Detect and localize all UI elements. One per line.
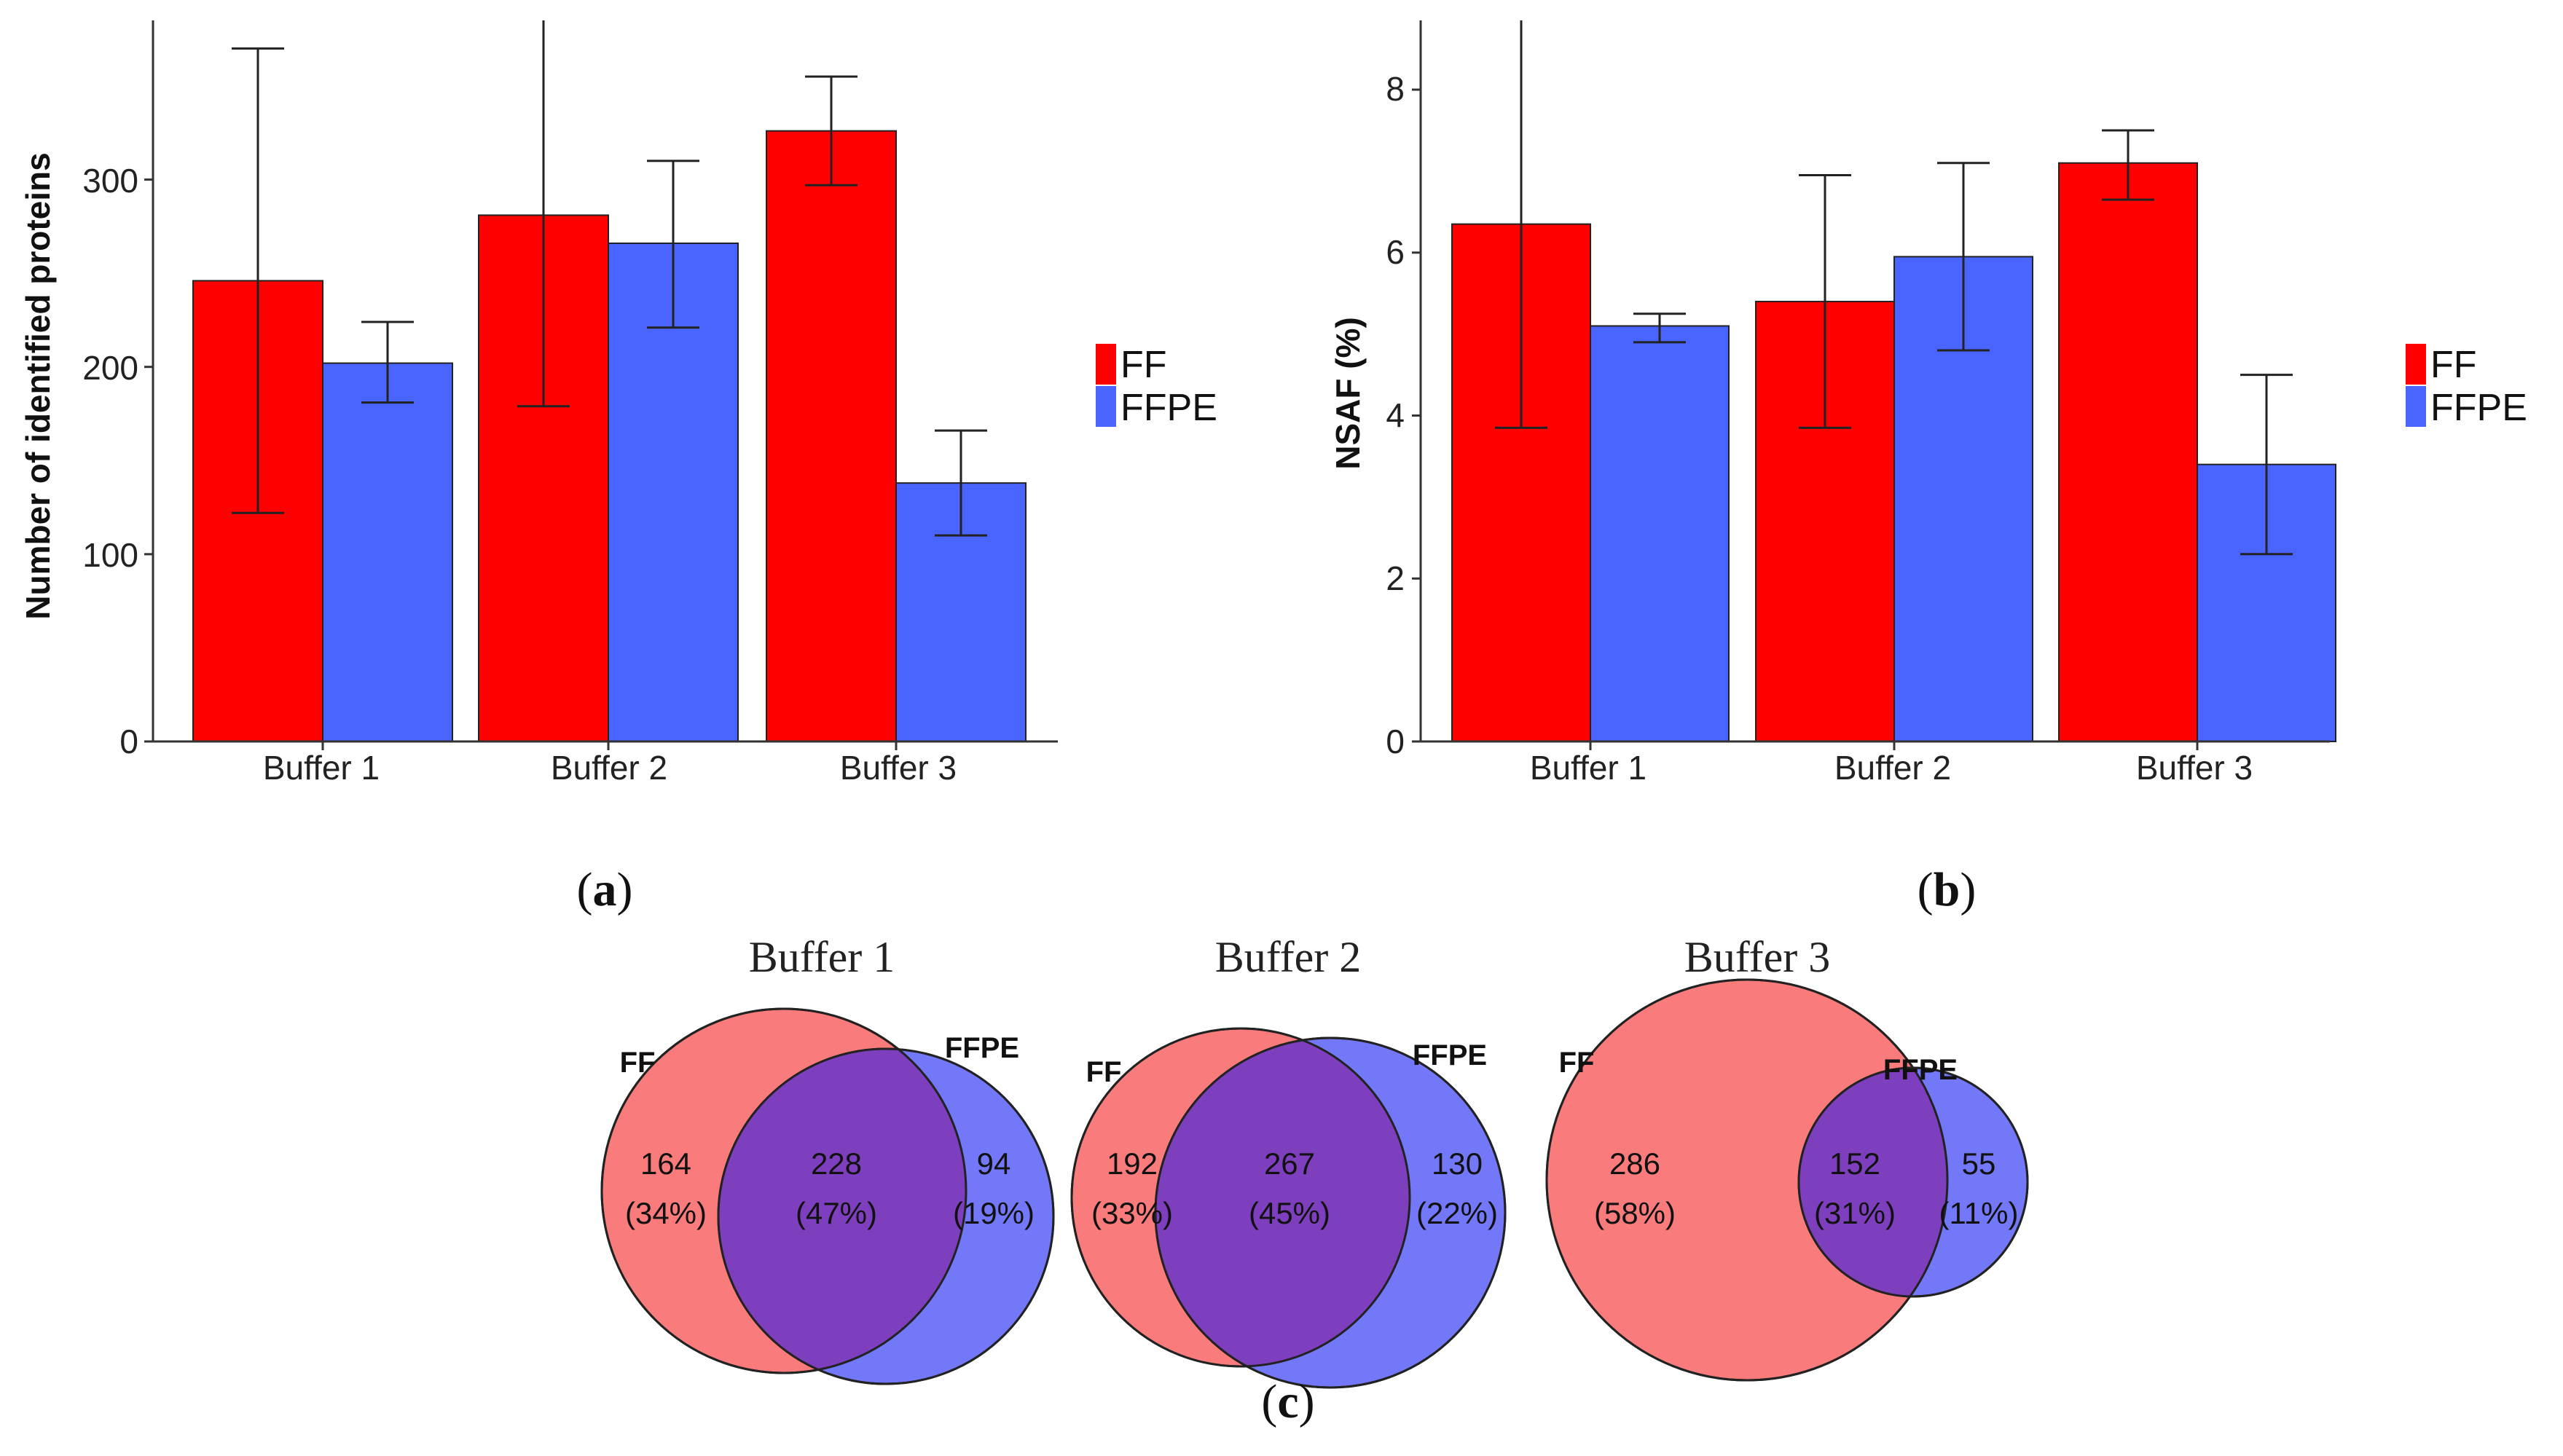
venn-title: Buffer 1 (749, 933, 895, 981)
venn-title: Buffer 3 (1684, 933, 1831, 981)
chart-a-xtick-label: Buffer 3 (840, 749, 957, 787)
chart-b-y-ticks: 0 2 4 6 8 (1386, 70, 1405, 760)
chart-a: 0 100 200 300 Buffer 1 Buffer 2 Buffer 3… (19, 20, 1217, 916)
venn-both-pct: (45%) (1249, 1196, 1330, 1230)
chart-a-ytick-label: 200 (82, 349, 138, 387)
chart-b-ytick-label: 0 (1386, 723, 1405, 760)
venn-ff-only-pct: (34%) (625, 1196, 707, 1230)
chart-b-xtick-label: Buffer 3 (2136, 749, 2253, 787)
chart-b-legend-swatch-ffpe (2406, 386, 2426, 427)
chart-a-y-ticks: 0 100 200 300 (82, 162, 138, 760)
chart-b-legend-swatch-ff (2406, 344, 2426, 385)
chart-a-legend-swatch-ff (1096, 344, 1116, 385)
chart-b-legend: FF FFPE (2406, 344, 2527, 429)
venn-ff-only-count: 164 (640, 1146, 691, 1181)
chart-b-ytick-label: 4 (1386, 396, 1405, 434)
venn-ffpe-only-count: 55 (1962, 1146, 1996, 1181)
chart-b-xtick-label: Buffer 2 (1834, 749, 1951, 787)
venn-set-label-ffpe: FFPE (1413, 1039, 1487, 1071)
venn-outline-ff (1545, 978, 1949, 1382)
chart-b-legend-label-ff: FF (2430, 344, 2477, 386)
chart-b-y-axis-title: NSAF (%) (1329, 317, 1367, 470)
chart-b-marks (1412, 20, 2336, 750)
venn-both-count: 228 (811, 1146, 862, 1181)
venn-both-count: 267 (1264, 1146, 1315, 1181)
bar-ff-buffer-3 (766, 130, 897, 742)
venn-ff-only-count: 192 (1107, 1146, 1158, 1181)
chart-b-xtick-label: Buffer 1 (1530, 749, 1646, 787)
venn-outline-ffpe (1154, 1036, 1507, 1389)
venn-ff-only-pct: (58%) (1594, 1196, 1676, 1230)
venn-ffpe-only-pct: (11%) (1939, 1196, 2019, 1230)
chart-a-legend-label-ffpe: FFPE (1120, 387, 1217, 429)
venn-both-pct: (31%) (1814, 1196, 1896, 1230)
chart-a-ytick-label: 100 (82, 536, 138, 574)
panel-label-b: (b) (1918, 863, 1977, 916)
chart-b-ytick-label: 8 (1386, 70, 1405, 108)
panel-label-a: (a) (577, 863, 633, 916)
venn-set-label-ff: FF (1559, 1047, 1595, 1079)
venn-set-label-ffpe: FFPE (1883, 1054, 1958, 1086)
venn-buffer-3: Buffer 3 FF FFPE 286 (58%) 152 (31%) 55 … (1545, 933, 2029, 1382)
chart-b-ytick-label: 6 (1386, 233, 1405, 271)
chart-a-legend-label-ff: FF (1120, 344, 1167, 386)
venn-set-label-ff: FF (620, 1047, 656, 1079)
chart-a-ytick-label: 300 (82, 162, 138, 200)
venn-outline-ff (1070, 1027, 1411, 1368)
chart-a-ytick-label: 0 (119, 723, 138, 760)
chart-c: Buffer 1 FF FFPE 164 (34%) 228 (47%) 94 … (600, 933, 2029, 1428)
bar-ffpe-buffer-1 (322, 362, 453, 743)
venn-title: Buffer 2 (1215, 933, 1362, 981)
chart-b-legend-label-ffpe: FFPE (2430, 387, 2527, 429)
venn-outline-ff (600, 1007, 967, 1374)
chart-a-x-ticks: Buffer 1 Buffer 2 Buffer 3 (263, 749, 957, 787)
venn-ffpe-only-count: 130 (1432, 1146, 1483, 1181)
venn-both-count: 152 (1829, 1146, 1880, 1181)
venn-ffpe-only-count: 94 (977, 1146, 1011, 1181)
chart-b-x-ticks: Buffer 1 Buffer 2 Buffer 3 (1530, 749, 2253, 787)
venn-overlap (718, 1049, 966, 1373)
venn-buffer-2: Buffer 2 FF FFPE 192 (33%) 267 (45%) 130… (1070, 933, 1507, 1389)
chart-a-marks (144, 20, 1027, 750)
venn-outline-ffpe (1797, 1066, 2029, 1298)
venn-ff-only-count: 286 (1609, 1146, 1660, 1181)
venn-both-pct: (47%) (796, 1196, 877, 1230)
chart-a-legend: FF FFPE (1096, 344, 1217, 429)
venn-set-label-ff: FF (1086, 1056, 1122, 1088)
chart-a-legend-swatch-ffpe (1096, 386, 1116, 427)
venn-outline-ffpe (717, 1047, 1055, 1385)
bar-ffpe-buffer-1 (1590, 325, 1730, 742)
bar-ff-buffer-3 (2058, 162, 2198, 743)
chart-b: 0 2 4 6 8 Buffer 1 Buffer 2 Buffer 3 NSA… (1329, 20, 2527, 916)
chart-a-xtick-label: Buffer 1 (263, 749, 380, 787)
chart-b-ytick-label: 2 (1386, 559, 1405, 597)
venn-ff-only-pct: (33%) (1091, 1196, 1173, 1230)
venn-buffer-1: Buffer 1 FF FFPE 164 (34%) 228 (47%) 94 … (600, 933, 1055, 1385)
venn-ffpe-only-pct: (19%) (953, 1196, 1035, 1230)
venn-ffpe-only-pct: (22%) (1416, 1196, 1498, 1230)
chart-a-xtick-label: Buffer 2 (551, 749, 667, 787)
venn-set-label-ffpe: FFPE (945, 1032, 1019, 1064)
chart-a-y-axis-title: Number of identified proteins (19, 152, 57, 619)
panel-label-c: (c) (1261, 1375, 1314, 1428)
